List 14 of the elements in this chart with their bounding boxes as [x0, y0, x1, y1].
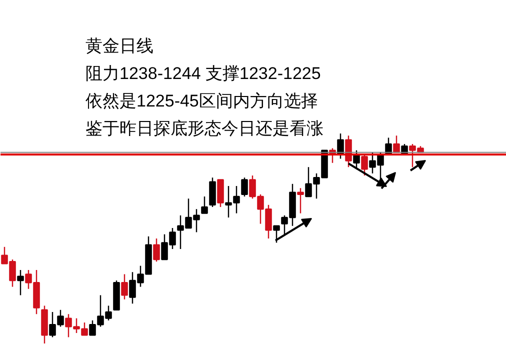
candlestick	[361, 154, 368, 176]
candlestick	[241, 177, 248, 198]
candlestick	[153, 238, 160, 262]
candlestick	[217, 179, 224, 208]
annotation: 鉴于昨日探底形态今日还是看涨	[86, 119, 324, 138]
candlestick	[17, 269, 24, 296]
candlestick	[297, 188, 304, 214]
chart-title: 黄金日线	[86, 36, 154, 56]
candlestick	[209, 177, 216, 208]
text: 阻力1238-1244 支撑1232-1225	[86, 64, 321, 83]
candlestick	[393, 135, 400, 153]
candlestick	[201, 196, 208, 214]
text: 依然是1225-45区间内方向选择	[86, 92, 318, 110]
candlestick	[121, 274, 128, 300]
